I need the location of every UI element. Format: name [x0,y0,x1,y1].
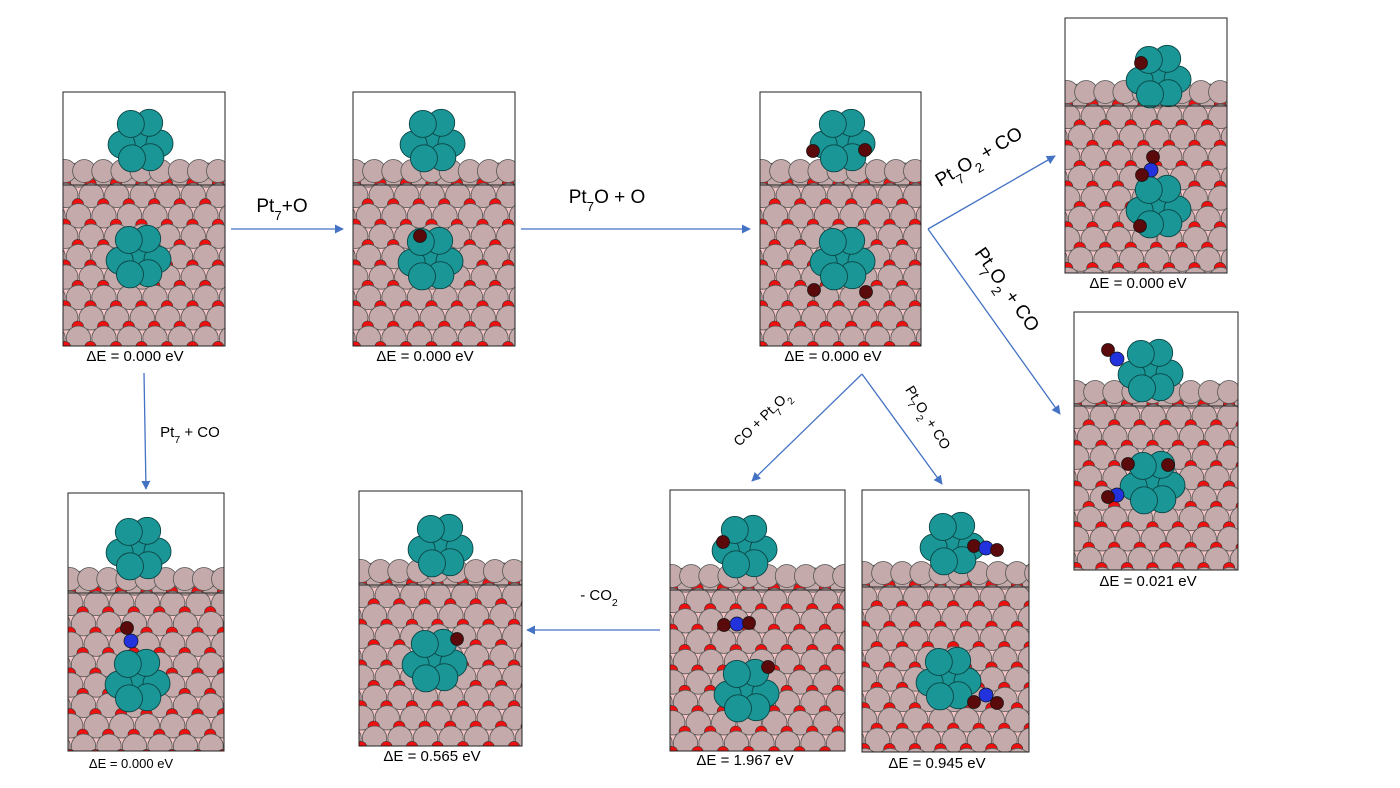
adsorbed-oxygen-atom [967,695,981,709]
structure-panel-p7 [358,490,523,747]
pt7-cluster-top [401,628,468,693]
adsorbed-oxygen-atom [1101,343,1115,357]
reaction-arrow-a6 [751,373,863,482]
pt7-cluster-side [107,108,174,173]
structure-panel-p8 [669,489,846,752]
step-label-a3: Pt7O2 + CO [932,123,1029,196]
adsorbed-oxygen-atom [1146,150,1160,164]
step-label-a6: CO + Pt7O2 [730,388,797,453]
energy-label-p8: ΔE = 1.967 eV [696,752,793,769]
energy-label-p2: ΔE = 0.000 eV [376,348,473,365]
structure-panel-p4 [1064,17,1228,274]
reaction-arrow-a4 [927,228,1061,415]
pt7-cluster-side [407,513,474,578]
reaction-arrow-a3 [927,155,1056,230]
panel-frame [861,489,1030,753]
panels-layer [62,17,1239,753]
energy-label-p4: ΔE = 0.000 eV [1089,275,1186,292]
ceria-lattice [1065,80,1227,273]
adsorbed-oxygen-atom [990,543,1004,557]
structure-panel-p2 [352,91,516,347]
step-label-a5: Pt7 + CO [160,424,220,446]
adsorbed-oxygen-atom [761,660,775,674]
step-label-a8: - CO2 [580,587,618,609]
carbon-atom [123,633,139,649]
pt7-cluster-side [919,511,986,576]
panel-frame [669,489,846,752]
pt7-cluster-top [809,226,876,291]
step-label-a1: Pt7+O [256,196,307,223]
panel-frame [358,490,523,747]
structure-panel-p5 [1073,311,1239,571]
pt7-cluster-side [399,108,466,173]
pt7-cluster-side [105,516,172,581]
pt7-cluster-top [713,658,780,723]
adsorbed-oxygen-atom [1133,219,1147,233]
structure-panel-p9 [861,489,1030,753]
adsorbed-oxygen-atom [120,621,134,635]
adsorbed-oxygen-atom [807,283,821,297]
carbon-atom [978,687,994,703]
adsorbed-oxygen-atom [742,616,756,630]
pt7-cluster-top [104,648,171,713]
panel-frame [759,91,922,347]
adsorbed-oxygen-atom [859,285,873,299]
structure-panel-p1 [62,91,226,347]
panel-frame [352,91,516,347]
energy-label-p5: ΔE = 0.021 eV [1099,573,1196,590]
adsorbed-oxygen-atom [806,144,820,158]
structure-panel-p3 [759,91,922,347]
adsorbed-oxygen-atom [967,539,981,553]
step-label-a4: Pt7O2 + CO [965,244,1043,339]
reaction-arrow-a5 [141,372,151,490]
pt7-cluster-side [1117,338,1184,403]
panel-frame [67,492,225,752]
adsorbed-oxygen-atom [1134,56,1148,70]
structure-panel-p6 [67,492,225,752]
carbon-atom [1109,351,1125,367]
energy-label-p9: ΔE = 0.945 eV [888,755,985,772]
adsorbed-oxygen-atom [1161,458,1175,472]
adsorbed-oxygen-atom [858,143,872,157]
adsorbed-oxygen-atom [1121,457,1135,471]
panel-frame [1064,17,1228,274]
energy-label-p6: ΔE = 0.000 eV [89,756,174,771]
arrows-layer [141,155,1061,635]
adsorbed-oxygen-atom [413,229,427,243]
step-label-a7: Pt7O2 + CO [898,383,954,456]
panel-frame [62,91,226,347]
reaction-arrow-a7 [861,373,943,485]
step-label-a2: Pt7O + O [569,187,646,214]
pt7-cluster-side [1125,44,1192,109]
adsorbed-oxygen-atom [717,618,731,632]
adsorbed-oxygen-atom [1101,490,1115,504]
adsorbed-oxygen-atom [450,632,464,646]
panel-frame [1073,311,1239,571]
adsorbed-oxygen-atom [716,535,730,549]
adsorbed-oxygen-atom [990,696,1004,710]
pt7-cluster-side [809,108,876,173]
energy-label-p7: ΔE = 0.565 eV [383,748,480,765]
pt7-cluster-top [1125,174,1192,239]
pt7-cluster-top [105,224,172,289]
pt7-cluster-top [915,646,982,711]
pt7-cluster-side [711,514,778,579]
carbon-atom [729,616,745,632]
adsorbed-oxygen-atom [1135,168,1149,182]
energy-label-p1: ΔE = 0.000 eV [86,348,183,365]
labels-layer: ΔE = 0.000 eV ΔE = 0.000 eV ΔE = 0.000 eV Δ… [86,123,1196,772]
energy-label-p3: ΔE = 0.000 eV [784,348,881,365]
